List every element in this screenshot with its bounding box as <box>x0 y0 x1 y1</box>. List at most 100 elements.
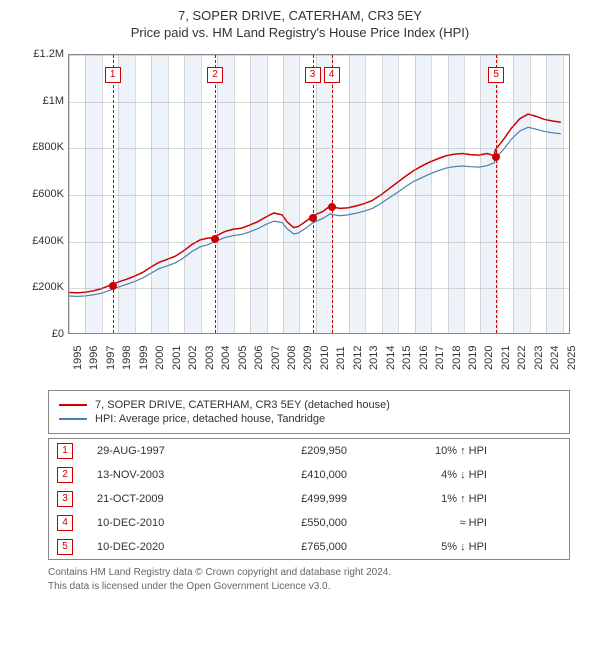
event-price: £499,999 <box>247 493 367 505</box>
v-gridline <box>102 55 103 333</box>
x-tick-label: 2004 <box>220 346 234 370</box>
chart-area: 12345 £0£200K£400K£600K£800K£1M£1.2M1995… <box>20 44 580 384</box>
legend-label: 7, SOPER DRIVE, CATERHAM, CR3 5EY (detac… <box>95 399 390 411</box>
event-number-box: 5 <box>57 539 73 555</box>
v-gridline <box>349 55 350 333</box>
y-tick-label: £1M <box>20 95 64 107</box>
v-gridline <box>563 55 564 333</box>
event-dot <box>328 203 336 211</box>
v-gridline <box>234 55 235 333</box>
x-tick-label: 2020 <box>483 346 497 370</box>
event-number-box: 1 <box>57 443 73 459</box>
v-gridline <box>151 55 152 333</box>
event-price: £550,000 <box>247 517 367 529</box>
footer: Contains HM Land Registry data © Crown c… <box>48 566 570 594</box>
x-tick-label: 2023 <box>533 346 547 370</box>
x-tick-label: 2006 <box>253 346 267 370</box>
x-tick-label: 2002 <box>187 346 201 370</box>
event-price: £209,950 <box>247 445 367 457</box>
footer-line1: Contains HM Land Registry data © Crown c… <box>48 566 570 580</box>
event-dot <box>211 235 219 243</box>
x-tick-label: 1997 <box>105 346 119 370</box>
series-svg <box>69 55 569 333</box>
title-line2: Price paid vs. HM Land Registry's House … <box>0 25 600 40</box>
v-gridline <box>365 55 366 333</box>
x-tick-label: 2014 <box>385 346 399 370</box>
v-gridline <box>299 55 300 333</box>
x-tick-label: 2021 <box>500 346 514 370</box>
x-tick-label: 2011 <box>335 346 349 370</box>
v-gridline <box>135 55 136 333</box>
event-number-box: 2 <box>57 467 73 483</box>
event-table-row: 410-DEC-2010£550,000≈ HPI <box>49 511 569 535</box>
legend-row: HPI: Average price, detached house, Tand… <box>59 413 559 425</box>
x-tick-label: 2012 <box>352 346 366 370</box>
event-table-row: 2 13-NOV-2003£410,0004% ↓ HPI <box>49 463 569 487</box>
v-gridline <box>283 55 284 333</box>
x-tick-label: 2008 <box>286 346 300 370</box>
y-tick-label: £800K <box>20 141 64 153</box>
v-gridline <box>118 55 119 333</box>
v-gridline <box>184 55 185 333</box>
h-gridline <box>69 102 569 103</box>
legend-label: HPI: Average price, detached house, Tand… <box>95 413 325 425</box>
y-tick-label: £400K <box>20 235 64 247</box>
h-gridline <box>69 148 569 149</box>
event-price: £765,000 <box>247 541 367 553</box>
x-tick-label: 2013 <box>368 346 382 370</box>
event-date: 10-DEC-2010 <box>97 517 247 529</box>
x-tick-label: 2009 <box>302 346 316 370</box>
h-gridline <box>69 288 569 289</box>
x-tick-label: 2024 <box>549 346 563 370</box>
event-diff: 10% ↑ HPI <box>367 445 487 457</box>
x-tick-label: 2001 <box>171 346 185 370</box>
y-tick-label: £600K <box>20 188 64 200</box>
v-gridline <box>464 55 465 333</box>
event-dot <box>309 214 317 222</box>
event-diff: 1% ↑ HPI <box>367 493 487 505</box>
event-date: 29-AUG-1997 <box>97 445 247 457</box>
event-date: 13-NOV-2003 <box>97 469 247 481</box>
v-gridline <box>513 55 514 333</box>
x-tick-label: 1999 <box>138 346 152 370</box>
legend-swatch <box>59 418 87 420</box>
x-tick-label: 2017 <box>434 346 448 370</box>
event-date: 10-DEC-2020 <box>97 541 247 553</box>
event-dot <box>492 153 500 161</box>
x-tick-label: 2022 <box>516 346 530 370</box>
x-tick-label: 2007 <box>270 346 284 370</box>
v-gridline <box>85 55 86 333</box>
x-tick-label: 2005 <box>237 346 251 370</box>
event-table-row: 321-OCT-2009£499,9991% ↑ HPI <box>49 487 569 511</box>
event-line <box>215 55 216 333</box>
event-marker-box: 3 <box>305 67 321 83</box>
x-tick-label: 2010 <box>319 346 333 370</box>
event-line <box>332 55 333 333</box>
event-table-row: 510-DEC-2020£765,0005% ↓ HPI <box>49 535 569 559</box>
plot-area: 12345 <box>68 54 570 334</box>
event-table-row: 1 29-AUG-1997£209,95010% ↑ HPI <box>49 439 569 463</box>
h-gridline <box>69 195 569 196</box>
h-gridline <box>69 55 569 56</box>
footer-line2: This data is licensed under the Open Gov… <box>48 580 570 594</box>
y-tick-label: £0 <box>20 328 64 340</box>
event-dot <box>109 282 117 290</box>
x-tick-label: 2019 <box>467 346 481 370</box>
x-tick-label: 2000 <box>154 346 168 370</box>
event-number-box: 4 <box>57 515 73 531</box>
event-price: £410,000 <box>247 469 367 481</box>
x-tick-label: 1995 <box>72 346 86 370</box>
title-block: 7, SOPER DRIVE, CATERHAM, CR3 5EY Price … <box>0 0 600 44</box>
v-gridline <box>217 55 218 333</box>
y-tick-label: £200K <box>20 281 64 293</box>
event-marker-box: 2 <box>207 67 223 83</box>
title-line1: 7, SOPER DRIVE, CATERHAM, CR3 5EY <box>0 8 600 23</box>
v-gridline <box>415 55 416 333</box>
v-gridline <box>316 55 317 333</box>
x-tick-label: 2015 <box>401 346 415 370</box>
v-gridline <box>201 55 202 333</box>
v-gridline <box>250 55 251 333</box>
v-gridline <box>168 55 169 333</box>
event-diff: 4% ↓ HPI <box>367 469 487 481</box>
chart-container: 7, SOPER DRIVE, CATERHAM, CR3 5EY Price … <box>0 0 600 594</box>
